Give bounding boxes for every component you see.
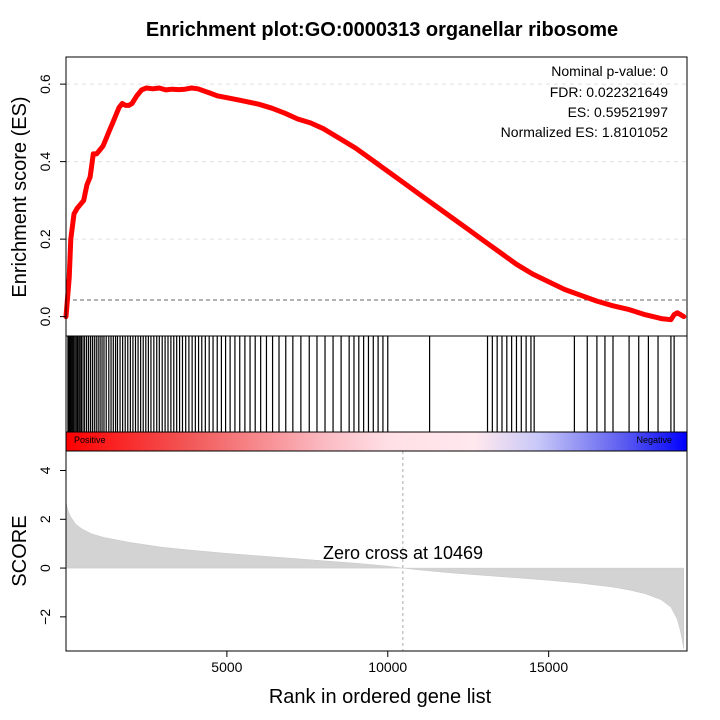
fdr-value: FDR: 0.022321649: [550, 84, 669, 100]
x-axis-label: Rank in ordered gene list: [269, 686, 492, 708]
x-tick-label: 5000: [211, 659, 242, 675]
score-y-tick-label: 2: [37, 515, 53, 523]
x-tick-label: 15000: [529, 659, 568, 675]
chart-title: Enrichment plot:GO:0000313 organellar ri…: [146, 19, 618, 41]
negative-label: Negative: [636, 435, 672, 445]
score-y-tick-label: −2: [37, 609, 53, 625]
nominal-p-value: Nominal p-value: 0: [551, 63, 668, 79]
x-tick-label: 10000: [368, 659, 407, 675]
normalized-es-value: Normalized ES: 1.8101052: [501, 124, 669, 140]
gene-hit-bars: [67, 336, 675, 432]
es-y-tick-label: 0.0: [37, 307, 53, 327]
score-x-axis: 5000 10000 15000: [211, 651, 568, 675]
hits-panel: Positive Negative: [65, 335, 688, 452]
zero-cross-annotation: Zero cross at 10469: [323, 543, 483, 563]
es-y-tick-label: 0.6: [37, 74, 53, 94]
statistics-box: Nominal p-value: 0 FDR: 0.022321649 ES: …: [501, 63, 669, 140]
score-y-axis-label: SCORE: [9, 515, 31, 586]
score-y-tick-label: 4: [37, 466, 53, 474]
es-y-axis: 0.0 0.2 0.4 0.6: [37, 74, 66, 326]
es-value: ES: 0.59521997: [568, 104, 669, 120]
es-y-tick-label: 0.2: [37, 229, 53, 249]
es-y-tick-label: 0.4: [37, 152, 53, 172]
es-panel: 0.0 0.2 0.4 0.6 Enrichment score (ES) Nomin…: [9, 56, 688, 337]
es-y-axis-label: Enrichment score (ES): [9, 96, 31, 297]
score-panel-frame: [65, 450, 688, 652]
rank-color-bar: [66, 432, 687, 451]
score-area: [65, 502, 685, 649]
score-panel: Zero cross at 10469 −2 0 2 4 5000 10000 15000…: [9, 450, 688, 708]
score-y-tick-label: 0: [37, 564, 53, 572]
es-curve: [63, 85, 687, 323]
positive-label: Positive: [74, 435, 106, 445]
score-y-axis: −2 0 2 4: [37, 466, 66, 625]
